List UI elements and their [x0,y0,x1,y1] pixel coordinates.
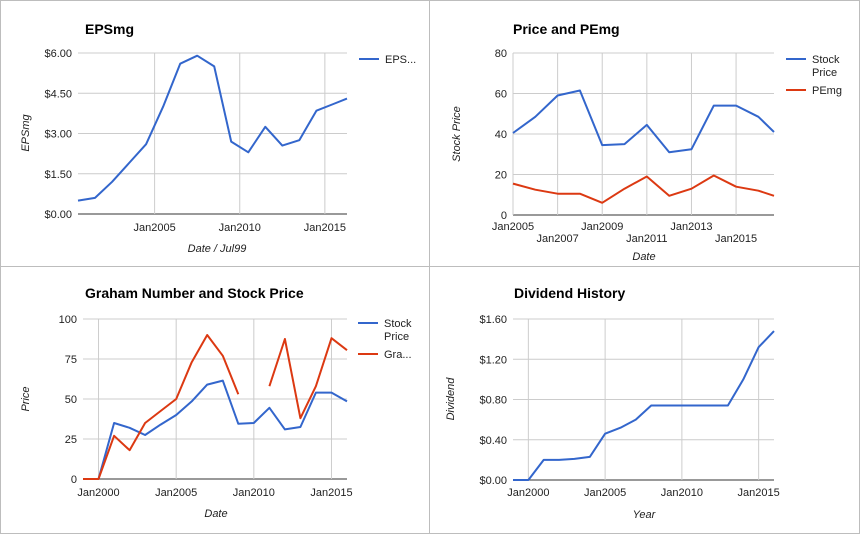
y-tick-label: $4.50 [44,88,72,100]
y-tick-label: $0.00 [479,475,507,487]
y-tick-label: 80 [495,48,507,60]
y-tick-label: $0.00 [44,209,72,221]
x-tick-label: Jan2011 [626,233,667,245]
y-tick-label: $6.00 [44,48,72,60]
legend-label: Stock Price [812,54,840,79]
y-axis-label: Stock Price [451,106,463,162]
y-tick-label: $3.00 [44,129,72,141]
legend-label: EPS... [385,54,416,66]
graham-chart-panel: Graham Number and Stock Price 0 25 50 75 100 J… [0,266,430,534]
y-tick-label: 0 [501,210,507,222]
legend-label: PEmg [812,85,842,97]
y-tick-label: 25 [65,434,77,446]
x-axis-label: Date [632,251,655,263]
price-pe-chart: Price and PEmg020406080Jan2005Jan2007Jan… [451,21,842,263]
x-axis-label: Year [633,509,657,521]
x-tick-label: Jan2009 [581,221,623,233]
series-line-secondary [512,174,775,204]
x-tick-label: Jan2005 [584,487,626,499]
chart-title: EPSmg [85,21,134,37]
eps-chart: EPSmg $0.00 $1.50 $3.00 $4.50 $6.00 Jan2005 Jan… [20,21,416,255]
chart-title: Graham Number and Stock Price [85,285,304,301]
dividend-chart-panel: Dividend History $0.00 $0.40 $0.80 $1.20 $1.6… [429,266,860,534]
chart-title: Price and PEmg [513,21,620,37]
series-line-secondary [83,334,348,480]
eps-chart-panel: EPSmg $0.00 $1.50 $3.00 $4.50 $6.00 Jan2005 Jan… [0,0,430,267]
y-tick-label: 100 [59,314,77,326]
y-tick-label: $0.40 [479,435,507,447]
x-tick-label: Jan2013 [670,221,712,233]
price-pe-chart-panel: Price and PEmg 0 20 40 60 80 Jan2005 Jan2007 Jan… [429,0,860,267]
y-axis-label: Price [20,386,32,411]
y-tick-label: 0 [71,474,77,486]
y-tick-label: $1.20 [479,354,507,366]
y-axis-label: Dividend [445,377,457,421]
x-tick-label: Jan2015 [738,487,780,499]
series-line-primary [512,89,775,154]
graham-chart: Graham Number and Stock Price 0 25 50 75 100 J… [20,285,412,520]
legend-label: Stock Price [384,318,412,343]
legend-label: Gra... [384,349,412,361]
y-tick-label: $0.80 [479,395,507,407]
y-axis-label: EPSmg [20,113,32,151]
x-tick-label: Jan2000 [77,487,119,499]
x-axis-label: Date [204,508,227,520]
dividend-chart: Dividend History $0.00 $0.40 $0.80 $1.20 $1.6… [445,285,780,521]
x-tick-label: Jan2000 [507,487,549,499]
series-line-primary [513,330,775,481]
y-tick-label: 20 [495,170,507,182]
x-tick-label: Jan2015 [715,233,757,245]
x-tick-label: Jan2010 [233,487,275,499]
x-tick-label: Jan2005 [492,221,534,233]
y-tick-label: 50 [65,394,77,406]
y-tick-label: 60 [495,89,507,101]
x-tick-label: Jan2007 [537,233,579,245]
chart-title: Dividend History [514,285,625,301]
y-tick-label: $1.60 [479,314,507,326]
y-tick-label: 75 [65,354,77,366]
series-line-primary [83,379,348,480]
x-tick-label: Jan2005 [134,222,176,234]
x-tick-label: Jan2015 [310,487,352,499]
x-axis-label: Date / Jul99 [188,243,247,255]
x-tick-label: Jan2010 [219,222,261,234]
series-line-primary [77,54,348,202]
y-tick-label: $1.50 [44,169,72,181]
y-tick-label: 40 [495,129,507,141]
x-tick-label: Jan2005 [155,487,197,499]
x-tick-label: Jan2010 [661,487,703,499]
x-tick-label: Jan2015 [304,222,346,234]
